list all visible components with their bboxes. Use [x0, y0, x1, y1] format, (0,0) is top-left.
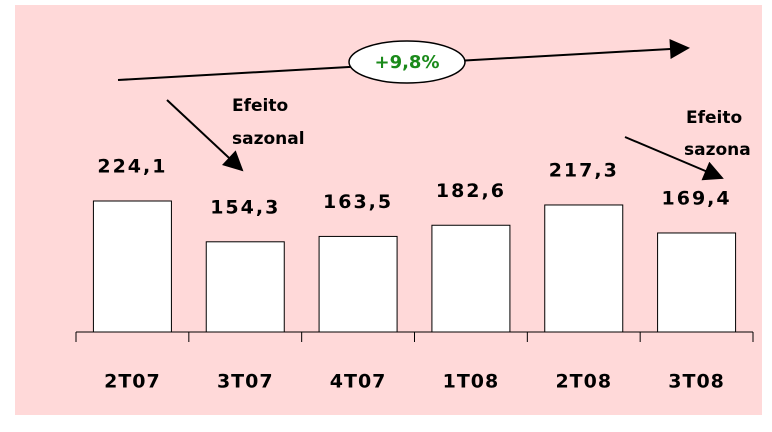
value-label: 169,4 [662, 187, 732, 209]
bar [318, 235, 398, 333]
x-tick-label: 2T08 [555, 371, 612, 393]
growth-badge [348, 40, 466, 84]
annotation: Efeito [232, 96, 288, 116]
growth-label: +9,8% [374, 52, 439, 73]
bar [205, 241, 285, 333]
season-arrow [166, 99, 244, 172]
value-label: 163,5 [323, 191, 393, 213]
bar [544, 204, 624, 333]
x-tick-label: 2T07 [104, 371, 161, 393]
bar [657, 232, 737, 333]
value-label: 217,3 [549, 159, 619, 181]
annotation: sazonal [232, 129, 305, 149]
value-label: 182,6 [436, 180, 506, 202]
x-tick-label: 4T07 [330, 371, 387, 393]
x-tick-label: 3T07 [217, 371, 274, 393]
value-label: 154,3 [210, 196, 280, 218]
x-tick-label: 3T08 [668, 371, 725, 393]
annotations: +9,8% Efeito sazonal Efeito sazona [117, 39, 751, 181]
x-tick-label: 1T08 [443, 371, 500, 393]
annotation: sazona [684, 140, 751, 160]
annotation: Efeito [686, 108, 742, 128]
season-arrow [624, 136, 724, 181]
value-label: 224,1 [97, 156, 167, 178]
bar [92, 200, 172, 333]
bar [431, 224, 511, 333]
